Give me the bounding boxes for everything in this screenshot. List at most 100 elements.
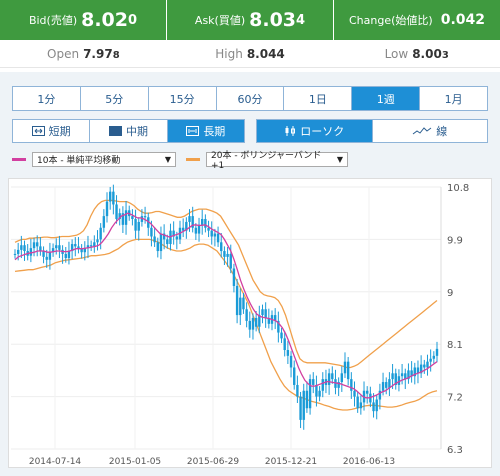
ask-label: Ask(買値) <box>194 14 246 27</box>
candle-body <box>213 233 217 237</box>
candle-body <box>385 382 388 388</box>
tab-1day[interactable]: 1日 <box>284 87 353 110</box>
candle-body <box>181 227 185 231</box>
candle-body <box>226 253 229 257</box>
candle-body <box>204 219 207 228</box>
candle-body <box>429 358 432 362</box>
change-value: 0.042 <box>440 12 485 28</box>
tab-1min[interactable]: 1分 <box>13 87 81 110</box>
candle-body <box>29 248 33 256</box>
bb-select[interactable]: 20本 - ボリンジャーバンド+1 ▼ <box>206 151 348 171</box>
tab-60min[interactable]: 60分 <box>217 87 285 110</box>
candle-body <box>210 230 213 237</box>
candle-body <box>36 242 39 247</box>
candle-body <box>337 382 340 388</box>
range-short-button[interactable]: 短期 <box>13 120 91 142</box>
long-range-icon <box>186 126 200 136</box>
candle-body <box>359 402 363 409</box>
candle-body <box>137 221 140 231</box>
candle-body <box>327 373 331 385</box>
candle-body <box>305 390 309 409</box>
candle-body <box>232 268 236 286</box>
price-chart-svg: 10.8 9.9 9 8.1 7.2 6.3 2014-07-14 2015-01-05 201… <box>11 183 469 467</box>
ask-pip: 4 <box>296 12 306 28</box>
range-selector: 短期 中期 長期 <box>12 119 245 143</box>
candle-body <box>293 367 296 385</box>
tab-1week[interactable]: 1週 <box>352 87 421 110</box>
open-cell: Open 7.978 <box>0 40 167 67</box>
candle-body <box>115 204 118 220</box>
candle-body <box>394 373 397 385</box>
y-tick-label: 7.2 <box>447 393 463 404</box>
candle-body <box>150 227 153 237</box>
candle-body <box>248 320 251 330</box>
open-pip: 8 <box>112 49 120 61</box>
candle-body <box>245 309 248 321</box>
y-tick-label: 9.9 <box>447 235 463 246</box>
candle-body <box>153 236 156 243</box>
price-chart[interactable]: 10.8 9.9 9 8.1 7.2 6.3 2014-07-14 2015-01-05 201… <box>8 178 492 468</box>
candle-body <box>80 248 83 253</box>
bid-pip: 0 <box>128 12 138 28</box>
candle-body <box>273 315 277 321</box>
candle-body <box>70 244 74 252</box>
candle-body <box>315 384 318 397</box>
candle-body <box>220 242 223 252</box>
candle-body <box>407 370 410 380</box>
line-chart-button[interactable]: 線 <box>373 120 488 142</box>
candle-body <box>32 242 36 249</box>
candle-body <box>375 399 378 412</box>
candle-body <box>147 217 150 228</box>
ma-swatch <box>12 157 26 161</box>
y-tick-label: 10.8 <box>447 183 469 194</box>
candle-body <box>51 248 55 253</box>
candle-body <box>391 373 394 380</box>
candle-body <box>321 379 324 391</box>
candlestick-label: ローソク <box>300 125 345 138</box>
candle-body <box>365 390 369 394</box>
candle-body <box>353 390 356 397</box>
chevron-down-icon: ▼ <box>164 154 171 164</box>
candle-body <box>350 379 353 391</box>
candle-body <box>372 402 375 412</box>
candle-body <box>397 376 401 385</box>
candle-body <box>267 318 271 324</box>
candle-body <box>134 219 137 231</box>
ma-select[interactable]: 10本 - 単純平均移動 ▼ <box>32 151 176 167</box>
bid-cell: Bid(売値) 8.02 0 <box>0 0 167 40</box>
candle-body <box>318 390 321 397</box>
candle-body <box>299 396 302 420</box>
candle-body <box>194 227 198 234</box>
tab-1month[interactable]: 1月 <box>444 92 463 106</box>
candle-body <box>413 367 416 377</box>
quote-header: Bid(売値) 8.02 0 Ask(買値) 8.03 4 Change(始値比) … <box>0 0 500 40</box>
candle-body <box>172 230 175 237</box>
range-mid-button[interactable]: 中期 <box>90 120 168 142</box>
candle-body <box>143 216 147 218</box>
candle-body <box>258 315 261 327</box>
bid-value: 8.02 <box>81 9 128 31</box>
candle-body <box>435 348 439 356</box>
candle-body <box>86 245 90 249</box>
candle-body <box>197 224 201 234</box>
tab-5min[interactable]: 5分 <box>81 87 149 110</box>
candle-body <box>89 245 93 247</box>
line-chart-label: 線 <box>436 125 448 138</box>
x-tick-label: 2016-06-13 <box>343 457 395 467</box>
range-long-button[interactable]: 長期 <box>167 120 244 142</box>
quote-range: Open 7.978 High 8.044 Low 8.003 <box>0 40 500 68</box>
bb-indicator: 20本 - ボリンジャーバンド+1 ▼ <box>186 151 348 171</box>
candle-body <box>229 253 232 269</box>
candle-body <box>156 242 159 252</box>
tab-15min[interactable]: 15分 <box>149 87 217 110</box>
candle-body <box>343 361 347 374</box>
candle-body <box>277 320 280 333</box>
y-tick-label: 6.3 <box>447 445 463 456</box>
change-label: Change(始値比) <box>349 14 433 27</box>
candle-body <box>242 297 245 310</box>
candle-body <box>312 379 315 385</box>
candle-body <box>166 239 169 245</box>
candle-body <box>261 309 264 316</box>
candlestick-button[interactable]: ローソク <box>257 120 373 142</box>
candle-body <box>251 318 255 330</box>
